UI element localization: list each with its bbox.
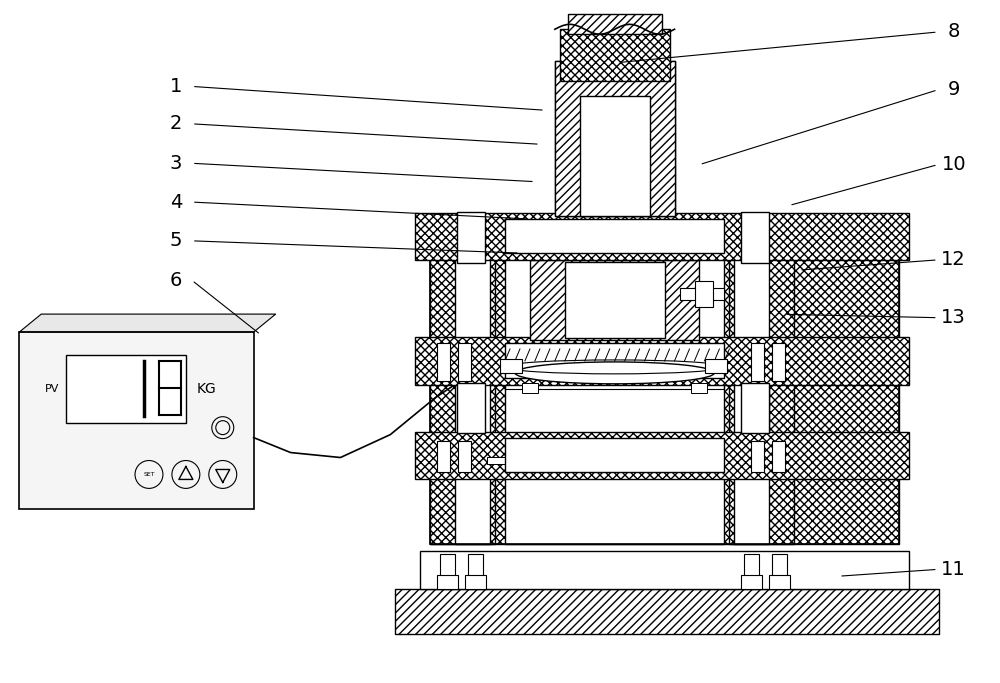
Bar (522, 383, 538, 393)
Bar (440, 554, 455, 582)
Bar (455, 251, 490, 544)
Text: 12: 12 (941, 251, 966, 269)
Bar (457, 212, 485, 264)
Bar (555, 61, 675, 216)
Text: 6: 6 (170, 270, 182, 290)
Text: 11: 11 (941, 560, 966, 579)
Bar (695, 281, 713, 307)
Bar (769, 575, 790, 589)
Bar (505, 438, 724, 473)
Bar (772, 554, 787, 582)
Bar (741, 575, 762, 589)
Bar (457, 383, 485, 432)
Bar (741, 383, 769, 432)
Bar (420, 551, 909, 589)
Bar (772, 441, 785, 473)
Bar (680, 288, 724, 300)
Text: PV: PV (45, 384, 60, 394)
Bar (751, 441, 764, 473)
Bar (430, 251, 899, 544)
Bar (437, 343, 450, 381)
Bar (66, 355, 186, 423)
Bar (751, 343, 764, 381)
Bar (705, 359, 727, 373)
Bar (415, 212, 909, 260)
Bar (568, 14, 662, 34)
Bar (744, 554, 759, 582)
Bar (505, 219, 724, 253)
Text: 3: 3 (170, 154, 182, 173)
Bar (415, 337, 909, 385)
Bar (458, 343, 471, 381)
Bar (430, 251, 899, 544)
Bar (437, 575, 458, 589)
Text: 8: 8 (948, 23, 960, 42)
Bar (741, 212, 769, 264)
Text: 10: 10 (941, 155, 966, 174)
Bar (465, 575, 486, 589)
Polygon shape (19, 314, 276, 332)
Text: 1: 1 (170, 77, 182, 96)
Bar (555, 61, 675, 216)
Bar (772, 343, 785, 381)
Bar (468, 554, 483, 582)
Bar (487, 456, 505, 464)
Bar (580, 96, 650, 216)
Bar (19, 332, 254, 510)
Text: 4: 4 (170, 193, 182, 212)
Bar (437, 441, 450, 473)
Bar (505, 458, 513, 462)
Bar (530, 260, 699, 340)
Bar (458, 441, 471, 473)
Bar (734, 251, 769, 544)
Bar (729, 251, 794, 544)
Bar (415, 432, 909, 479)
Bar (430, 251, 495, 544)
Ellipse shape (515, 362, 714, 384)
Bar (565, 262, 665, 338)
Bar (505, 343, 724, 378)
Bar (691, 383, 707, 393)
Bar (500, 359, 522, 373)
Bar (560, 29, 670, 81)
Text: 2: 2 (170, 114, 182, 133)
Text: SET: SET (143, 472, 155, 477)
Bar (505, 251, 724, 544)
Text: 9: 9 (948, 81, 960, 99)
Text: KG: KG (197, 382, 217, 396)
Text: 5: 5 (170, 232, 182, 251)
Text: 13: 13 (941, 308, 966, 327)
Bar (395, 589, 939, 634)
